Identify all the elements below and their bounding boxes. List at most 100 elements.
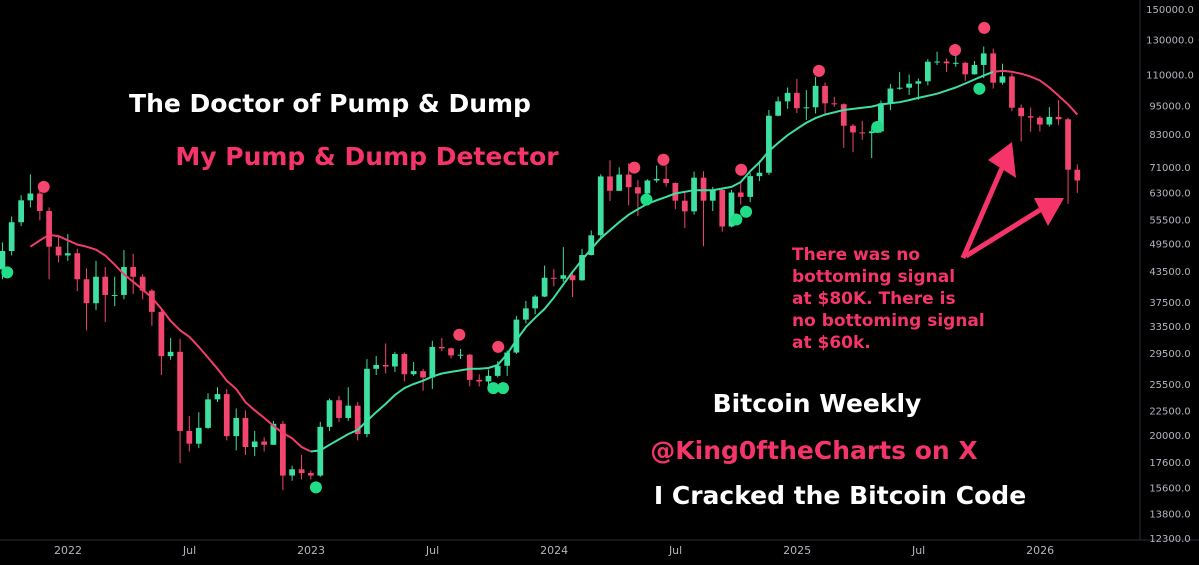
candle-body <box>532 296 538 309</box>
candle-body <box>504 352 511 366</box>
candle-body <box>560 275 567 279</box>
y-tick-label: 95000.0 <box>1149 102 1190 113</box>
candle-body <box>0 251 6 270</box>
candle-body <box>364 368 370 435</box>
candle-body <box>719 189 726 227</box>
candle-body <box>766 115 772 173</box>
y-tick-label: 150000.0 <box>1146 5 1194 16</box>
candle-body <box>223 394 230 437</box>
signal-dot <box>1 266 14 279</box>
candle-body <box>1018 107 1025 117</box>
signal-dot <box>978 21 991 34</box>
candle-body <box>214 394 221 400</box>
x-tick-label: Jul <box>911 544 925 557</box>
candle-body <box>36 193 43 211</box>
signal-dot <box>730 213 743 226</box>
candle-body <box>915 81 922 84</box>
signal-dot <box>740 205 753 218</box>
y-tick-label: 29500.0 <box>1149 349 1190 360</box>
candle-body <box>971 64 978 75</box>
ma-line <box>993 69 1079 116</box>
candle-body <box>457 354 464 356</box>
candle-body <box>579 255 585 281</box>
y-tick-label: 49500.0 <box>1149 240 1190 251</box>
candle-body <box>878 103 884 132</box>
candle-body <box>635 187 641 194</box>
candle-body <box>280 423 286 476</box>
candle-body <box>990 53 997 83</box>
candle-body <box>139 276 146 291</box>
ma-line <box>29 233 312 453</box>
candle-body <box>354 405 361 435</box>
candle-body <box>784 92 791 102</box>
candle-body <box>242 417 249 448</box>
signal-dot <box>871 120 884 133</box>
candle-body <box>1046 116 1053 125</box>
candle-body <box>167 351 174 357</box>
subtitle: My Pump & Dump Detector <box>175 142 559 171</box>
y-tick-label: 25500.0 <box>1149 380 1190 391</box>
annotation-line: at $80K. There is <box>792 289 956 309</box>
candle-body <box>1065 119 1071 170</box>
note: @King0ftheCharts on X <box>650 436 977 465</box>
candle-body <box>597 176 604 236</box>
candle-body <box>896 87 903 89</box>
candle-body <box>177 351 183 431</box>
candle-body <box>709 189 716 201</box>
candle-body <box>625 174 632 188</box>
candle-body <box>392 353 398 367</box>
candle-body <box>812 85 819 108</box>
candle-body <box>373 365 380 369</box>
candle-body <box>93 276 99 304</box>
candle-body <box>401 353 408 375</box>
candle-body <box>653 178 660 181</box>
x-tick-label: Jul <box>425 544 439 557</box>
y-tick-label: 71000.0 <box>1149 163 1190 174</box>
candle-body <box>943 61 950 64</box>
y-tick-label: 83000.0 <box>1149 130 1190 141</box>
y-tick-label: 13800.0 <box>1149 510 1190 521</box>
candle-body <box>962 62 969 75</box>
signal-dot <box>949 43 962 56</box>
y-tick-label: 22500.0 <box>1149 406 1190 417</box>
candle-body <box>74 253 81 280</box>
candle-body <box>121 267 127 295</box>
arrows <box>960 142 1064 259</box>
candle-body <box>934 61 940 63</box>
candle-body <box>251 441 258 448</box>
candle-body <box>410 371 417 375</box>
y-tick-label: 55500.0 <box>1149 215 1190 226</box>
signal-dot <box>735 163 748 176</box>
x-tick-label: 2023 <box>297 544 325 557</box>
candle-body <box>438 346 445 349</box>
y-tick-label: 20000.0 <box>1149 431 1190 442</box>
candle-body <box>270 423 277 445</box>
candle-body <box>8 222 15 252</box>
candle-body <box>149 290 155 312</box>
candle-body <box>952 62 959 64</box>
signal-dot <box>497 382 510 395</box>
candle-body <box>980 53 987 65</box>
x-tick-label: 2025 <box>783 544 811 557</box>
candle-body <box>1074 169 1081 181</box>
candle-body <box>466 354 473 380</box>
candle-body <box>728 192 735 227</box>
x-tick-label: Jul <box>668 544 682 557</box>
annotation-line: bottoming signal <box>792 267 955 287</box>
candle-body <box>448 348 454 356</box>
y-tick-label: 17600.0 <box>1149 458 1190 469</box>
candle-body <box>803 107 810 109</box>
x-tick-label: Jul <box>182 544 196 557</box>
candle-body <box>102 276 109 295</box>
candle-body <box>681 200 688 212</box>
note: I Cracked the Bitcoin Code <box>654 481 1026 510</box>
candle-body <box>850 125 856 133</box>
candle-body <box>64 253 71 256</box>
candle-body <box>644 180 651 194</box>
signal-dot <box>973 82 986 95</box>
signal-dot <box>487 382 500 395</box>
note: Bitcoin Weekly <box>713 389 922 418</box>
candle-body <box>868 131 875 134</box>
